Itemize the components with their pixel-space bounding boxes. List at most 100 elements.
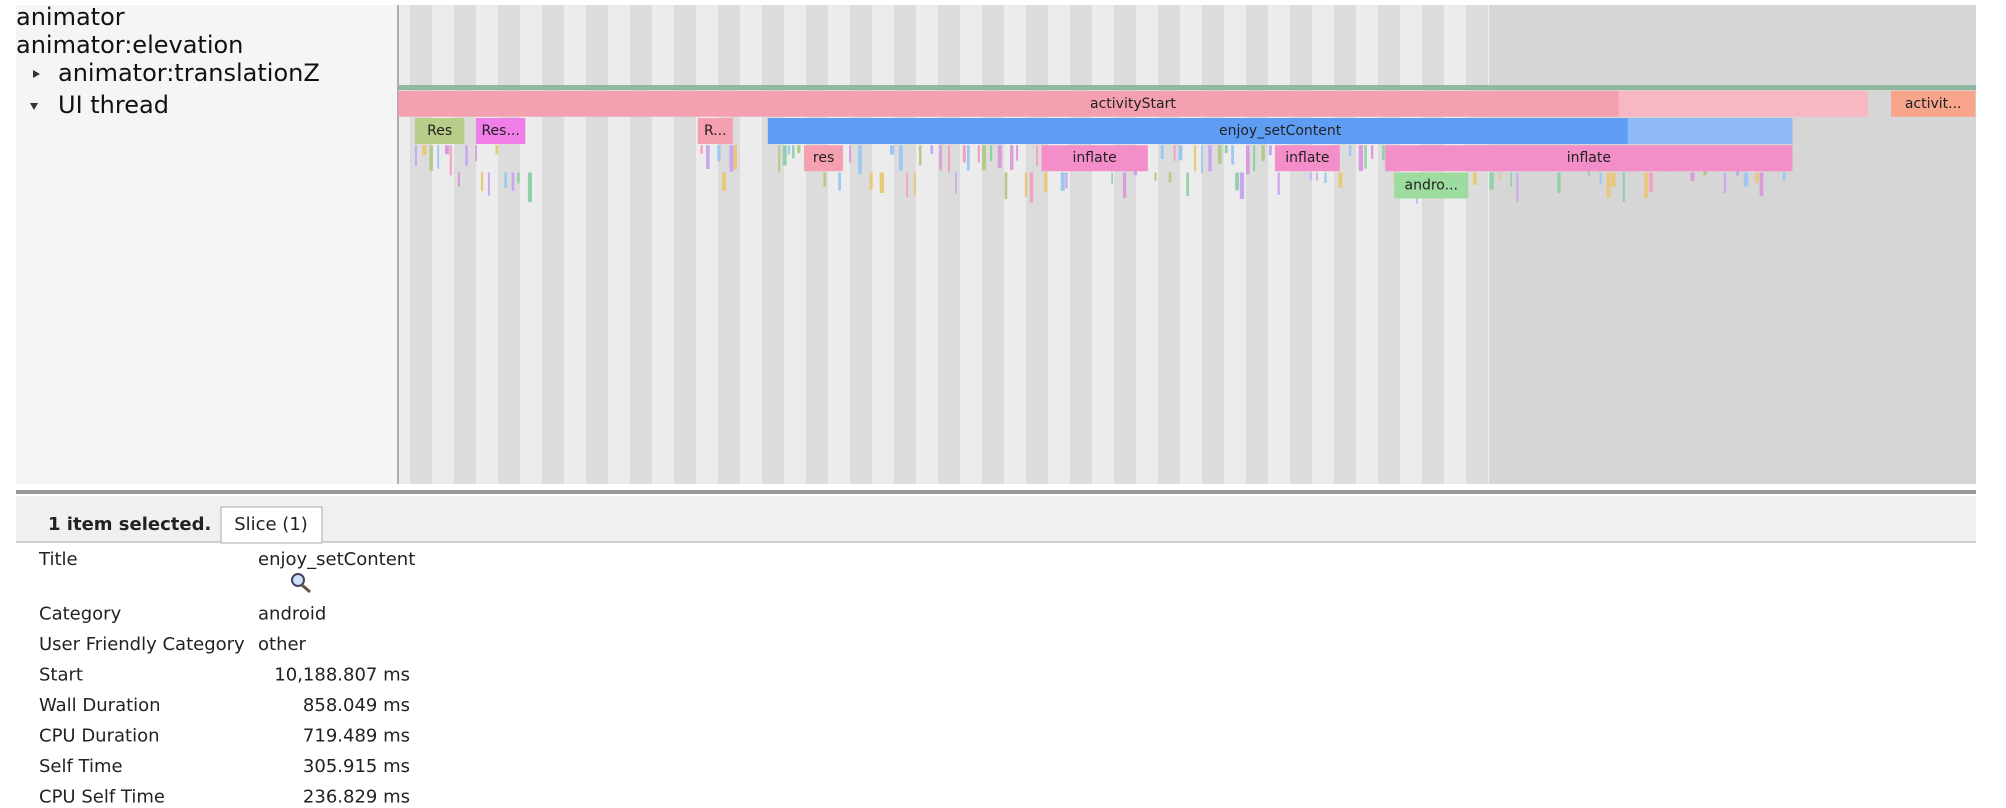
slice-sliver (989, 145, 993, 162)
expand-arrow[interactable] (33, 70, 40, 78)
slice-label: Res (427, 123, 452, 139)
slice-sliver (947, 145, 951, 173)
slice-sliver (475, 145, 477, 162)
slice-sliver (495, 145, 499, 155)
slice-sliver (504, 172, 508, 188)
slice-sliver (1253, 145, 1256, 172)
slice-sliver (517, 172, 520, 184)
detail-key: Self Time (39, 756, 123, 777)
slice-sliver (1024, 172, 1028, 197)
slice-sliver (415, 145, 417, 167)
time-stripe (1158, 5, 1180, 484)
tab-label[interactable]: Slice (1) (234, 514, 308, 535)
slice-sliver (782, 145, 787, 166)
slice[interactable] (415, 118, 465, 144)
slice-sliver (1036, 145, 1039, 167)
slice-sliver (527, 172, 532, 202)
slice-sliver (1154, 172, 1157, 181)
tab[interactable] (220, 506, 323, 544)
slice-sliver (422, 145, 427, 155)
slice-sliver (487, 172, 490, 196)
slice-sliver (1755, 172, 1759, 184)
slice-sliver (1010, 145, 1014, 170)
slice-sliver (890, 145, 895, 155)
time-stripe (1378, 5, 1400, 484)
collapse-arrow[interactable] (30, 103, 38, 110)
slice-label: inflate (1073, 150, 1117, 166)
time-stripe (1026, 5, 1048, 484)
slice[interactable] (475, 118, 526, 144)
search-icon[interactable] (291, 573, 311, 594)
slice-sliver (981, 145, 986, 171)
detail-value: enjoy_setContent (258, 549, 415, 570)
slice-sliver (823, 172, 826, 187)
split-handle[interactable] (16, 490, 1976, 494)
unselected-region (1489, 5, 1976, 484)
track-label[interactable]: UI thread (58, 91, 169, 119)
time-stripe (586, 5, 608, 484)
slice-sliver (997, 145, 1002, 168)
slice-sliver (1044, 172, 1048, 193)
slice[interactable] (804, 145, 844, 172)
time-stripe (1202, 5, 1224, 484)
slice-sliver (1261, 145, 1265, 162)
slice-sliver (444, 145, 450, 155)
slice-sliver (1338, 172, 1343, 188)
slice[interactable] (1385, 145, 1793, 172)
slice-sliver (1557, 172, 1561, 194)
slice[interactable] (767, 118, 1793, 144)
slice-sliver (717, 145, 721, 162)
time-stripe (674, 5, 696, 484)
slice[interactable] (1274, 145, 1340, 172)
slice-sliver (1208, 145, 1212, 172)
slice-sliver (1324, 172, 1327, 184)
detail-value: 10,188.807 ms (274, 665, 410, 686)
slice-sliver (733, 145, 738, 170)
time-stripe (1422, 5, 1444, 484)
slice-sliver (429, 145, 433, 172)
slice-sliver (898, 145, 903, 171)
detail-key: Title (38, 549, 78, 570)
time-stripe (982, 5, 1004, 484)
time-stripe (1070, 5, 1092, 484)
slice[interactable] (398, 90, 1868, 117)
slice-sliver (1348, 145, 1352, 157)
slice-label: enjoy_setContent (1219, 123, 1342, 139)
time-stripe (762, 5, 784, 484)
slice-label: inflate (1567, 150, 1611, 166)
slice-sliver (1370, 145, 1374, 159)
slice-sliver (1489, 172, 1494, 190)
slice-sliver (1498, 172, 1501, 181)
detail-key: Start (39, 665, 83, 686)
time-stripe (498, 5, 520, 484)
slice-shade (1627, 118, 1793, 144)
counter-strip (398, 85, 1976, 90)
slice-sliver (457, 172, 460, 187)
detail-value: 858.049 ms (303, 695, 410, 716)
slice-sliver (1690, 172, 1695, 182)
slice-sliver (1217, 145, 1222, 164)
slice[interactable] (1891, 90, 1976, 117)
slice[interactable] (1394, 172, 1469, 199)
slice-sliver (1201, 145, 1203, 174)
time-stripe (850, 5, 872, 484)
slice-sliver (1599, 172, 1602, 185)
slice-sliver (1648, 172, 1653, 193)
slice-sliver (879, 172, 885, 194)
slice-label: andro... (1405, 177, 1458, 193)
slice-label: inflate (1285, 150, 1329, 166)
slice[interactable] (697, 118, 733, 144)
slice-sliver (1231, 145, 1235, 165)
track-label-panel (16, 5, 398, 484)
track-label[interactable]: animator:translationZ (58, 59, 320, 87)
detail-value: other (258, 634, 307, 655)
slice-label: Res... (481, 123, 519, 139)
slice-label: R... (704, 123, 727, 139)
slice-sliver (437, 145, 440, 169)
slice-sliver (1029, 172, 1034, 203)
slice-label: activit... (1905, 96, 1962, 112)
time-stripe (542, 5, 564, 484)
slice[interactable] (1041, 145, 1148, 172)
slice-sliver (1160, 145, 1164, 160)
